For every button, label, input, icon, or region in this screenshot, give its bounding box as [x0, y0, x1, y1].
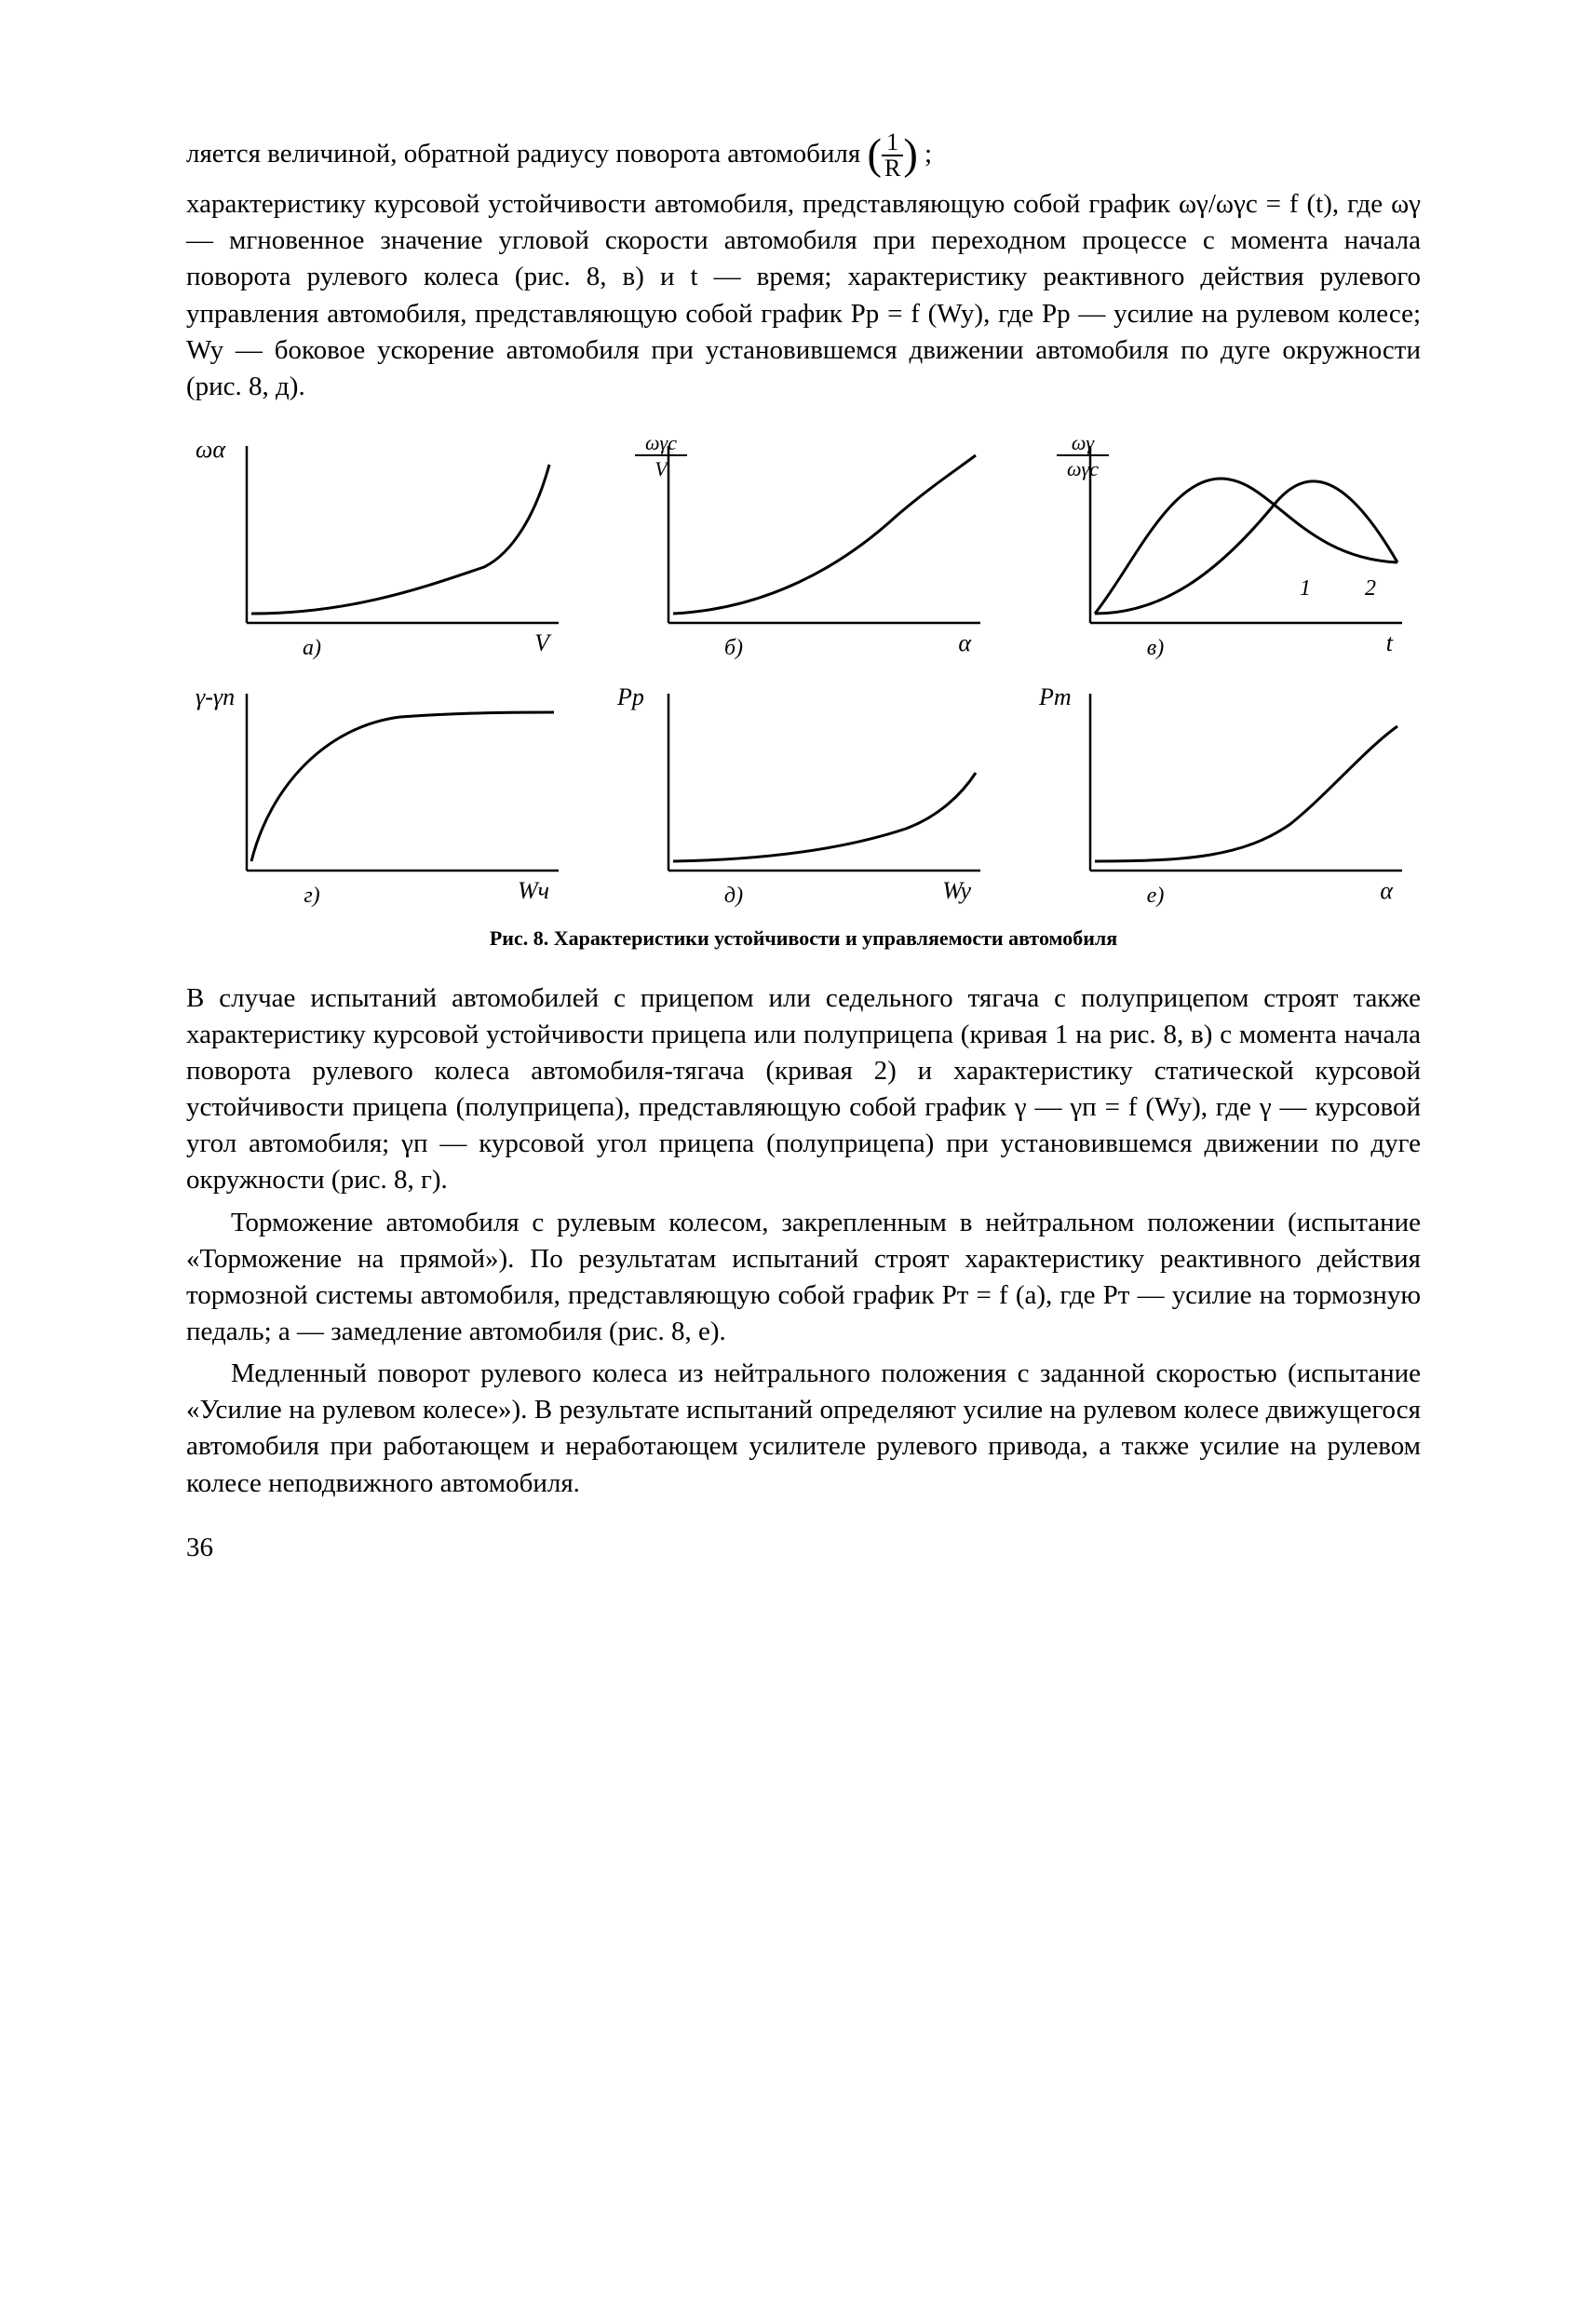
- para1-tail: ;: [924, 139, 932, 169]
- y-label-num: ωγc: [645, 431, 677, 454]
- paragraph-3: В случае испытаний автомобилей с прицепо…: [186, 980, 1421, 1199]
- paragraph-2: характеристику курсовой устойчивости авт…: [186, 186, 1421, 405]
- para1-text: ляется величиной, обратной радиусу повор…: [186, 139, 867, 169]
- sub-label: в): [1147, 636, 1164, 660]
- curve-0: [251, 712, 554, 861]
- page: ляется величиной, обратной радиусу повор…: [0, 0, 1579, 1659]
- curve-0: [1095, 726, 1397, 861]
- chart-cell: ωγcVαб): [608, 427, 999, 669]
- sub-label: е): [1147, 884, 1165, 908]
- chart: Pт α е): [1030, 675, 1421, 917]
- sub-label: б): [724, 636, 743, 660]
- y-label: Pp: [616, 683, 644, 710]
- chart-cell: Pт α е): [1030, 675, 1421, 917]
- chart-row-1: ωα Vа) ωγc Vα б) ωγ ωγc t в) 1 2: [186, 427, 1421, 669]
- chart-row-2: γ-γп Wч г) Pp Wy д) Pт α е): [186, 675, 1421, 917]
- sub-label: а): [303, 636, 321, 660]
- y-label: ωα: [196, 436, 226, 463]
- curve-0: [251, 465, 549, 614]
- chart: ωγcVαб): [608, 427, 999, 669]
- chart-cell: ωγ ωγc t в) 1 2: [1030, 427, 1421, 669]
- curve-label-1: 2: [1365, 576, 1376, 601]
- paren-close: ): [903, 131, 917, 179]
- x-label: V: [534, 629, 552, 656]
- paragraph-5: Медленный поворот рулевого колеса из ней…: [186, 1356, 1421, 1502]
- chart: γ-γп Wч г): [186, 675, 577, 917]
- chart: Pp Wy д): [608, 675, 999, 917]
- paragraph-1: ляется величиной, обратной радиусу повор…: [186, 130, 1421, 181]
- figure-caption: Рис. 8. Характеристики устойчивости и уп…: [186, 925, 1421, 953]
- x-label: Wч: [518, 877, 549, 904]
- chart-cell: ωα Vа): [186, 427, 577, 669]
- curve-label-0: 1: [1300, 576, 1311, 601]
- y-label: γ-γп: [196, 683, 235, 710]
- chart-cell: Pp Wy д): [608, 675, 999, 917]
- curve-0: [673, 455, 976, 614]
- paragraph-4: Торможение автомобиля с рулевым колесом,…: [186, 1205, 1421, 1351]
- page-number: 36: [186, 1530, 1421, 1566]
- chart-cell: γ-γп Wч г): [186, 675, 577, 917]
- x-label: t: [1386, 629, 1394, 656]
- x-label: Wy: [942, 877, 971, 904]
- sub-label: г): [304, 884, 319, 908]
- figure-8: ωαVа)ωγcVαб)ωγωγctв)12 γ-γпWчг)PpWyд)Pтα…: [186, 427, 1421, 953]
- chart: ωγ ωγc t в) 1 2: [1030, 427, 1421, 669]
- curve-0: [673, 773, 976, 861]
- x-label: α: [1380, 877, 1394, 904]
- x-label: α: [958, 629, 972, 656]
- y-label: Pт: [1038, 683, 1072, 710]
- frac-1R: 1R: [882, 130, 903, 181]
- chart: ωα Vа): [186, 427, 577, 669]
- paren-open: (: [867, 131, 881, 179]
- y-label-den: ωγc: [1067, 457, 1099, 480]
- sub-label: д): [724, 884, 743, 908]
- y-label-num: ωγ: [1072, 431, 1096, 454]
